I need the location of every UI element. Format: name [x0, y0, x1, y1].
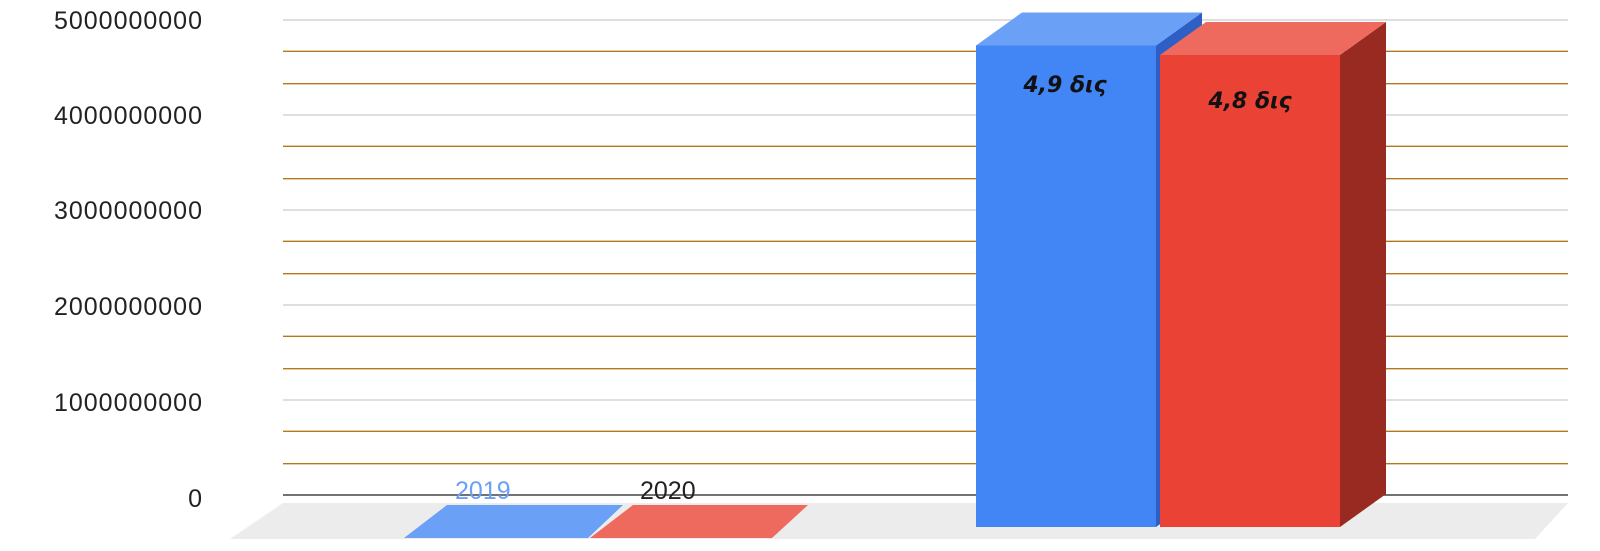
data-labels: 4,9 δις 4,8 δις	[1022, 73, 1292, 114]
y-tick-label: 2000000000	[54, 293, 203, 321]
bar-side-2020	[1340, 22, 1386, 527]
bar-top-2019	[976, 12, 1202, 46]
data-label-2019: 4,9 δις	[1022, 73, 1107, 98]
legend-label-2020: 2020	[640, 477, 696, 505]
legend-label-2019: 2019	[455, 477, 511, 505]
data-label-2020: 4,8 δις	[1207, 89, 1292, 114]
bar-top-2020	[1160, 22, 1386, 55]
y-tick-label: 1000000000	[54, 389, 203, 417]
bar-2020	[1160, 22, 1386, 527]
legend-swatch-2020	[590, 505, 808, 538]
y-tick-label: 3000000000	[54, 197, 203, 225]
y-tick-label: 4000000000	[54, 102, 203, 130]
y-axis: 0 1000000000 2000000000 3000000000 40000…	[54, 7, 203, 513]
legend: 2019 2020	[404, 477, 808, 538]
legend-swatch-2019	[404, 505, 623, 538]
y-tick-label: 0	[188, 485, 203, 513]
bar-front-2020	[1160, 55, 1340, 527]
bar-front-2019	[976, 45, 1156, 527]
bars	[976, 12, 1386, 527]
y-tick-label: 5000000000	[54, 7, 203, 35]
